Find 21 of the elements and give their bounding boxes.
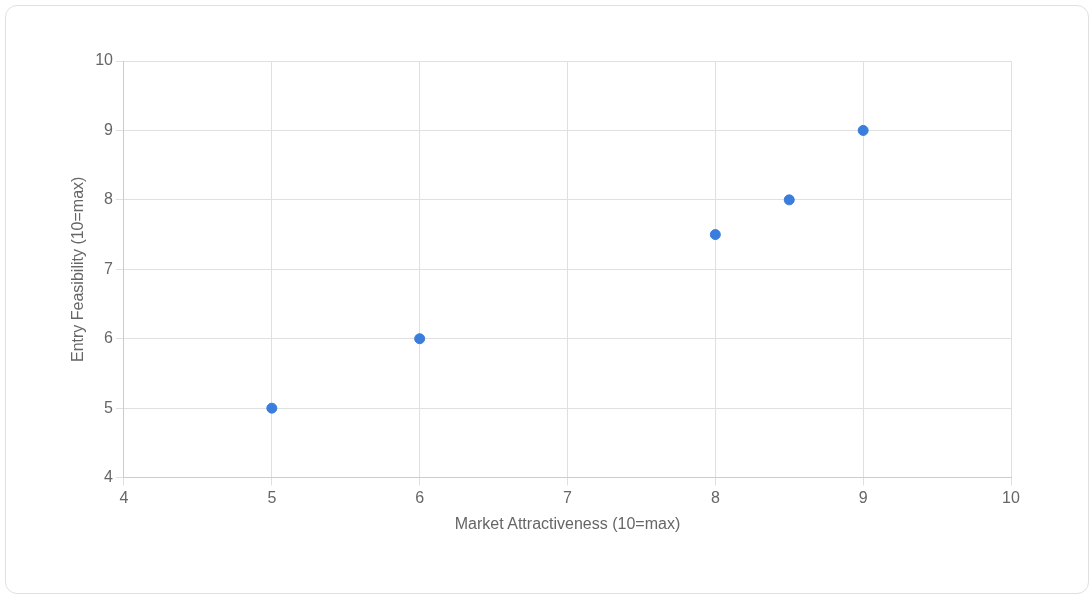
x-tick-label: 6: [415, 488, 425, 506]
x-tick-label: 9: [858, 488, 868, 506]
x-tick-label: 8: [710, 488, 720, 506]
x-tick-label: 10: [1002, 488, 1020, 506]
y-tick-label: 8: [104, 190, 114, 208]
y-tick-label: 4: [104, 468, 114, 486]
point: [783, 194, 795, 206]
x-tick-label: 5: [267, 488, 277, 506]
y-axis-title: Entry Feasibility (10=max): [69, 176, 87, 362]
x-tick-label: 7: [563, 488, 573, 506]
y-tick-label: 7: [104, 259, 114, 277]
x-tick-label: 4: [119, 488, 129, 506]
point: [414, 333, 426, 345]
y-tick-label: 9: [104, 120, 114, 138]
y-tick-label: 6: [104, 329, 114, 347]
y-tick-label: 10: [95, 51, 114, 69]
y-tick-label: 5: [104, 398, 114, 416]
point: [709, 229, 721, 241]
point: [266, 402, 278, 414]
x-axis-title: Market Attractiveness (10=max): [454, 514, 681, 532]
point: [857, 124, 869, 136]
